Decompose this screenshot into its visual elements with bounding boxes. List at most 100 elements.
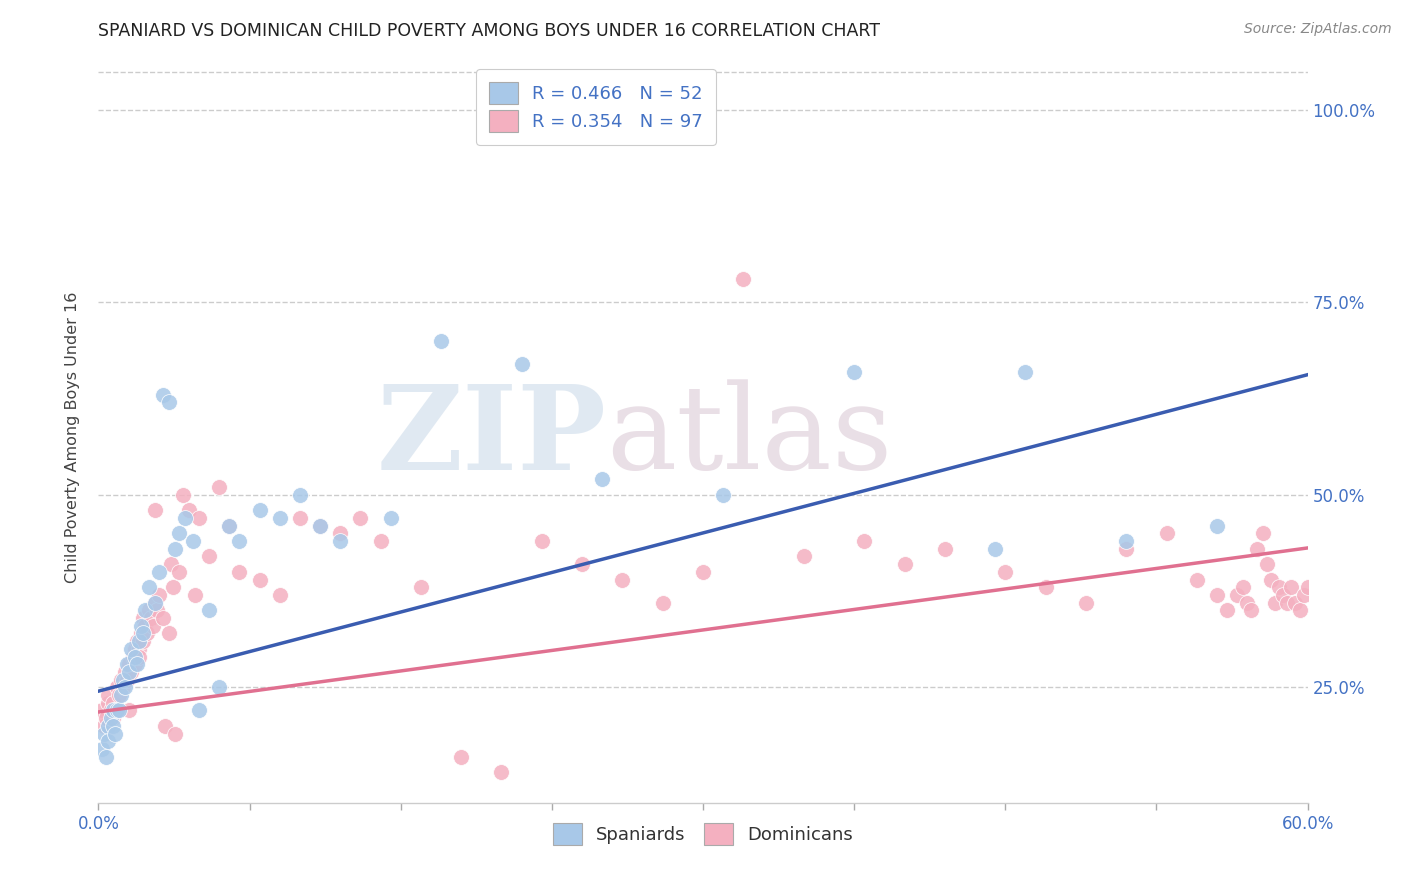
Point bbox=[148, 588, 170, 602]
Point bbox=[111, 673, 134, 687]
Point bbox=[114, 681, 136, 695]
Point bbox=[97, 696, 120, 710]
Point bbox=[1281, 580, 1303, 594]
Point bbox=[934, 541, 956, 556]
Y-axis label: Child Poverty Among Boys Under 16: Child Poverty Among Boys Under 16 bbox=[65, 292, 80, 582]
Point bbox=[288, 488, 311, 502]
Point bbox=[1156, 526, 1178, 541]
Point bbox=[96, 749, 118, 764]
Point bbox=[228, 565, 250, 579]
Point bbox=[143, 596, 166, 610]
Point bbox=[692, 565, 714, 579]
Point bbox=[134, 618, 156, 632]
Point bbox=[1226, 588, 1249, 602]
Point bbox=[103, 726, 125, 740]
Point bbox=[530, 534, 553, 549]
Point bbox=[124, 641, 146, 656]
Point bbox=[179, 503, 201, 517]
Point bbox=[1014, 365, 1036, 379]
Point bbox=[491, 764, 513, 779]
Point bbox=[1206, 518, 1229, 533]
Point bbox=[994, 565, 1017, 579]
Point bbox=[430, 334, 453, 348]
Point bbox=[157, 626, 180, 640]
Point bbox=[853, 534, 876, 549]
Point bbox=[120, 641, 142, 656]
Point bbox=[125, 657, 148, 672]
Point bbox=[309, 518, 332, 533]
Point bbox=[128, 634, 150, 648]
Point bbox=[107, 688, 129, 702]
Point bbox=[1115, 534, 1137, 549]
Point bbox=[218, 518, 240, 533]
Point bbox=[288, 511, 311, 525]
Point bbox=[249, 503, 271, 517]
Point bbox=[143, 503, 166, 517]
Point bbox=[198, 603, 221, 617]
Point bbox=[733, 272, 755, 286]
Point bbox=[1232, 580, 1254, 594]
Point bbox=[100, 711, 122, 725]
Point bbox=[163, 726, 186, 740]
Point bbox=[138, 580, 160, 594]
Point bbox=[1256, 557, 1278, 571]
Point bbox=[1240, 603, 1263, 617]
Point bbox=[844, 365, 866, 379]
Point bbox=[167, 526, 190, 541]
Point bbox=[93, 726, 115, 740]
Point bbox=[100, 703, 122, 717]
Point bbox=[97, 734, 120, 748]
Point bbox=[110, 673, 132, 687]
Text: SPANIARD VS DOMINICAN CHILD POVERTY AMONG BOYS UNDER 16 CORRELATION CHART: SPANIARD VS DOMINICAN CHILD POVERTY AMON… bbox=[98, 22, 880, 40]
Point bbox=[711, 488, 734, 502]
Point bbox=[1292, 588, 1315, 602]
Point bbox=[174, 511, 197, 525]
Point bbox=[1264, 596, 1286, 610]
Point bbox=[101, 703, 124, 717]
Point bbox=[1272, 588, 1295, 602]
Point bbox=[370, 534, 392, 549]
Point bbox=[349, 511, 371, 525]
Point bbox=[172, 488, 194, 502]
Point bbox=[118, 665, 141, 679]
Point bbox=[146, 603, 169, 617]
Point bbox=[160, 557, 183, 571]
Point bbox=[1277, 596, 1299, 610]
Point bbox=[157, 395, 180, 409]
Text: ZIP: ZIP bbox=[377, 380, 606, 494]
Point bbox=[1035, 580, 1057, 594]
Point bbox=[118, 703, 141, 717]
Point bbox=[1236, 596, 1258, 610]
Point bbox=[143, 596, 166, 610]
Point bbox=[152, 388, 174, 402]
Point bbox=[101, 719, 124, 733]
Point bbox=[1216, 603, 1239, 617]
Point bbox=[984, 541, 1007, 556]
Point bbox=[162, 580, 184, 594]
Point bbox=[115, 657, 138, 672]
Point bbox=[135, 626, 157, 640]
Point bbox=[105, 681, 128, 695]
Point bbox=[1288, 603, 1310, 617]
Legend: Spaniards, Dominicans: Spaniards, Dominicans bbox=[538, 809, 868, 860]
Point bbox=[249, 573, 271, 587]
Point bbox=[129, 618, 152, 632]
Point bbox=[138, 603, 160, 617]
Point bbox=[793, 549, 815, 564]
Point bbox=[1251, 526, 1274, 541]
Point bbox=[114, 665, 136, 679]
Point bbox=[188, 511, 211, 525]
Point bbox=[110, 688, 132, 702]
Point bbox=[139, 611, 162, 625]
Point bbox=[218, 518, 240, 533]
Point bbox=[198, 549, 221, 564]
Point bbox=[167, 565, 190, 579]
Point bbox=[132, 626, 155, 640]
Point bbox=[118, 657, 141, 672]
Point bbox=[329, 534, 352, 549]
Point bbox=[97, 719, 120, 733]
Point bbox=[121, 649, 143, 664]
Point bbox=[107, 703, 129, 717]
Point bbox=[450, 749, 472, 764]
Point bbox=[208, 480, 231, 494]
